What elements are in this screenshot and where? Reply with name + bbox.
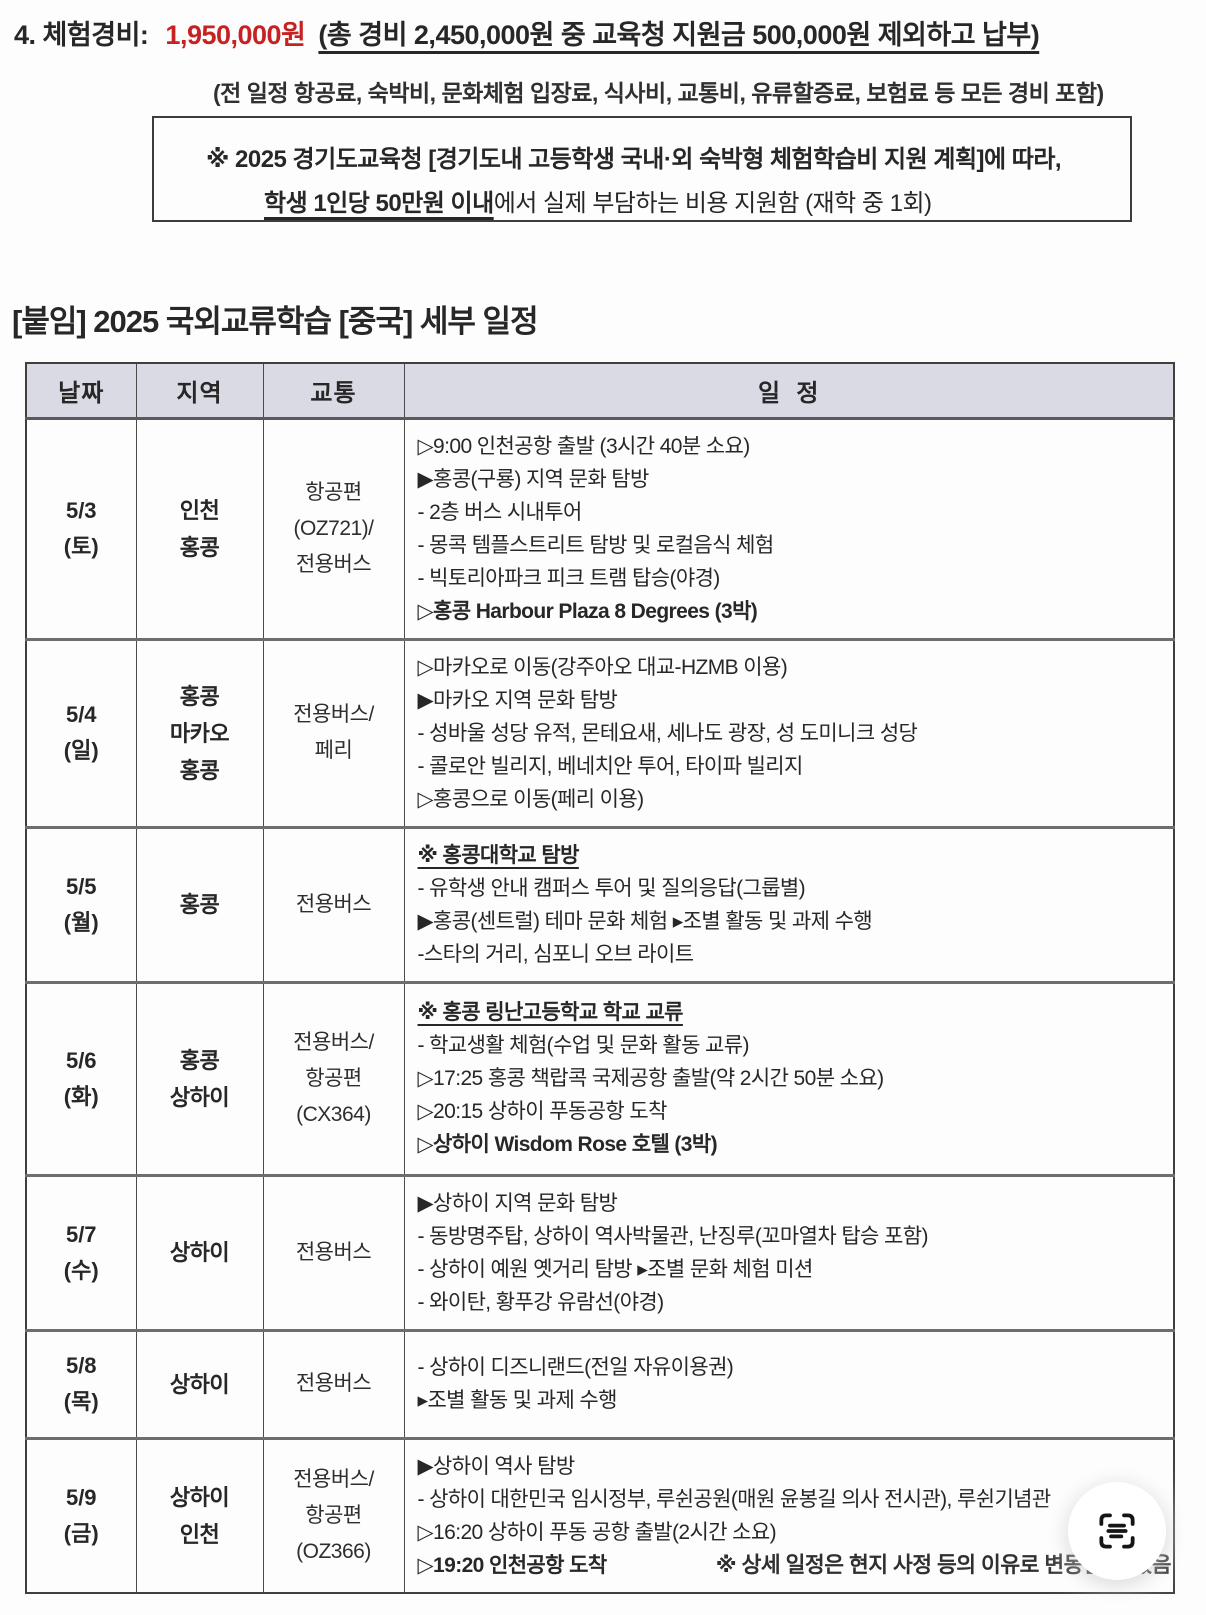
transport-cell: 전용버스 xyxy=(262,1328,405,1439)
support-line1: ※ 2025 경기도교육청 [경기도내 고등학생 국내·외 숙박형 체험학습비 … xyxy=(206,146,1062,173)
transport-cell: 항공편 (OZ721)/전용버스 xyxy=(262,416,405,640)
support-line2-underlined: 학생 1인당 50만원 이내 xyxy=(264,190,494,217)
schedule-line: ※ 홍콩대학교 탐방 xyxy=(417,843,580,867)
schedule-line: ▷홍콩 Harbour Plaza 8 Degrees (3박) xyxy=(417,599,758,623)
schedule-line: ▷마카오로 이동(강주아오 대교-HZMB 이용) xyxy=(417,655,788,679)
table-row: 5/7 (수) 상하이 전용버스 ▶상하이 지역 문화 탐방 - 동방명주탑, 상하이 역… xyxy=(25,1173,1175,1331)
schedule-cell: - 상하이 디즈니랜드(전일 자유이용권) ▸조별 활동 및 과제 수행 xyxy=(403,1328,1175,1439)
region-cell: 상하이 xyxy=(135,1328,264,1439)
footnote: ※ 상세 일정은 현지 사정 등의 이유로 변동될 수 있음 xyxy=(715,1553,1172,1577)
itinerary-table: 날짜 지역 교통 일 정 5/3 (토) 인천 홍콩 항공편 (OZ721)/전용버스 ▷9… xyxy=(25,362,1175,1594)
support-line2: 학생 1인당 50만원 이내에서 실제 부담하는 비용 지원함 (재학 중 1회… xyxy=(264,182,1116,226)
schedule-line: - 와이탄, 황푸강 유람선(야경) xyxy=(417,1290,665,1314)
region-cell: 인천 홍콩 xyxy=(135,416,264,640)
cost-included-note: (전 일정 항공료, 숙박비, 문화체험 입장료, 식사비, 교통비, 유류할증… xyxy=(213,80,1104,106)
table-row: 5/3 (토) 인천 홍콩 항공편 (OZ721)/전용버스 ▷9:00 인천공항 출발 (… xyxy=(25,416,1175,640)
schedule-line: ▶홍콩(센트럴) 테마 문화 체험 ▸조별 활동 및 과제 수행 xyxy=(417,909,873,933)
transport-cell: 전용버스 xyxy=(262,1173,405,1331)
cost-item-number: 4. xyxy=(14,20,36,50)
schedule-line: - 빅토리아파크 피크 트램 탑승(야경) xyxy=(417,566,721,590)
transport-cell: 전용버스/페리 xyxy=(262,637,405,828)
schedule-line: - 학교생활 체험(수업 및 문화 활동 교류) xyxy=(417,1034,750,1057)
schedule-line: ▶상하이 지역 문화 탐방 xyxy=(417,1191,618,1215)
schedule-line: ▷9:00 인천공항 출발 (3시간 40분 소요) xyxy=(417,434,751,458)
schedule-line: ▷상하이 Wisdom Rose 호텔 (3박) xyxy=(417,1133,718,1156)
text-scan-button[interactable] xyxy=(1068,1482,1166,1580)
schedule-line: - 유학생 안내 캠퍼스 투어 및 질의응답(그룹별) xyxy=(417,876,806,900)
schedule-line: - 2층 버스 시내투어 xyxy=(417,500,583,524)
schedule-cell: ▷9:00 인천공항 출발 (3시간 40분 소요) ▶홍콩(구룡) 지역 문화 … xyxy=(403,416,1175,640)
date-cell: 5/4 (일) xyxy=(25,637,137,828)
table-row: 5/4 (일) 홍콩 마카오 홍콩 전용버스/페리 ▷마카오로 이동(강주아오 대교-HZM… xyxy=(25,637,1175,828)
date-cell: 5/5 (월) xyxy=(25,825,137,983)
region-cell: 홍콩 xyxy=(135,825,264,983)
schedule-line: ▷홍콩으로 이동(페리 이용) xyxy=(417,787,645,811)
attachment-title: [붙임] 2025 국외교류학습 [중국] 세부 일정 xyxy=(12,304,539,339)
support-line2-rest: 에서 실제 부담하는 비용 지원함 (재학 중 1회) xyxy=(493,190,932,217)
schedule-line: ※ 홍콩 링난고등학교 학교 교류 xyxy=(417,1001,684,1024)
schedule-line: - 상하이 디즈니랜드(전일 자유이용권) xyxy=(417,1356,734,1379)
date-cell: 5/6 (화) xyxy=(25,980,137,1176)
cost-amount-detail: (총 경비 2,450,000원 중 교육청 지원금 500,000원 제외하고… xyxy=(318,20,1040,50)
schedule-cell: ▷마카오로 이동(강주아오 대교-HZMB 이용) ▶마카오 지역 문화 탐방 - … xyxy=(403,637,1175,828)
table-row: 5/5 (월) 홍콩 전용버스 ※ 홍콩대학교 탐방 - 유학생 안내 캠퍼스 투어 및 … xyxy=(25,825,1175,983)
date-cell: 5/3 (토) xyxy=(25,416,137,640)
schedule-cell: ▶상하이 지역 문화 탐방 - 동방명주탑, 상하이 역사박물관, 난징루(꼬마열… xyxy=(403,1173,1175,1331)
schedule-line: - 성바울 성당 유적, 몬테요새, 세나도 광장, 성 도미니크 성당 xyxy=(417,721,918,745)
col-header-date: 날짜 xyxy=(25,362,137,420)
date-cell: 5/8 (목) xyxy=(25,1328,137,1439)
schedule-line: ▸조별 활동 및 과제 수행 xyxy=(417,1389,618,1412)
cost-heading: 4. 체험경비: 1,950,000원 (총 경비 2,450,000원 중 교… xyxy=(14,13,1040,52)
cost-amount: 1,950,000원 xyxy=(165,20,306,50)
schedule-line: - 상하이 대한민국 임시정부, 루쉰공원(매원 윤봉길 의사 전시관), 루쉰… xyxy=(417,1487,1052,1511)
transport-cell: 전용버스/항공편 (OZ366) xyxy=(262,1436,405,1593)
date-cell: 5/9 (금) xyxy=(25,1436,137,1593)
region-cell: 홍콩 상하이 xyxy=(135,980,264,1176)
table-row: 5/6 (화) 홍콩 상하이 전용버스/항공편 (CX364) ※ 홍콩 링난고등학교 학교… xyxy=(25,980,1175,1176)
col-header-schedule: 일 정 xyxy=(403,362,1175,420)
schedule-line: ▷19:20 인천공항 도착 xyxy=(417,1553,608,1577)
support-notice-box: ※ 2025 경기도교육청 [경기도내 고등학생 국내·외 숙박형 체험학습비 … xyxy=(152,116,1132,222)
table-row: 5/8 (목) 상하이 전용버스 - 상하이 디즈니랜드(전일 자유이용권) ▸조별 활동… xyxy=(25,1328,1175,1439)
region-cell: 상하이 인천 xyxy=(135,1436,264,1593)
schedule-line: ▷17:25 홍콩 책랍콕 국제공항 출발(약 2시간 50분 소요) xyxy=(417,1067,885,1090)
itinerary-table-body: 5/3 (토) 인천 홍콩 항공편 (OZ721)/전용버스 ▷9:00 인천공항 출발 (… xyxy=(25,416,1175,1593)
table-header-row: 날짜 지역 교통 일 정 xyxy=(25,362,1175,420)
schedule-line: ▶마카오 지역 문화 탐방 xyxy=(417,688,618,712)
schedule-line: -스타의 거리, 심포니 오브 라이트 xyxy=(417,942,695,966)
transport-cell: 전용버스 xyxy=(262,825,405,983)
schedule-line: - 콜로안 빌리지, 베네치안 투어, 타이파 빌리지 xyxy=(417,754,804,778)
col-header-region: 지역 xyxy=(135,362,264,420)
schedule-line: - 동방명주탑, 상하이 역사박물관, 난징루(꼬마열차 탑승 포함) xyxy=(417,1224,929,1248)
schedule-line: - 상하이 예원 옛거리 탐방 ▸조별 문화 체험 미션 xyxy=(417,1257,814,1281)
schedule-cell: ※ 홍콩 링난고등학교 학교 교류 - 학교생활 체험(수업 및 문화 활동 교류… xyxy=(403,980,1175,1176)
text-scan-icon xyxy=(1099,1513,1135,1549)
schedule-cell: ※ 홍콩대학교 탐방 - 유학생 안내 캠퍼스 투어 및 질의응답(그룹별) ▶홍콩… xyxy=(403,825,1175,983)
schedule-line: - 몽콕 템플스트리트 탐방 및 로컬음식 체험 xyxy=(417,533,775,557)
schedule-line: ▷20:15 상하이 푸동공항 도착 xyxy=(417,1100,668,1123)
transport-cell: 전용버스/항공편 (CX364) xyxy=(262,980,405,1176)
cost-item-label: 체험경비: xyxy=(42,20,149,50)
schedule-line: ▷16:20 상하이 푸동 공항 출발(2시간 소요) xyxy=(417,1520,777,1544)
region-cell: 상하이 xyxy=(135,1173,264,1331)
region-cell: 홍콩 마카오 홍콩 xyxy=(135,637,264,828)
schedule-cell: ▶상하이 역사 탐방 - 상하이 대한민국 임시정부, 루쉰공원(매원 윤봉길 의… xyxy=(403,1436,1175,1593)
col-header-transport: 교통 xyxy=(262,362,405,420)
schedule-line: ▶상하이 역사 탐방 xyxy=(417,1454,576,1478)
date-cell: 5/7 (수) xyxy=(25,1173,137,1331)
schedule-line: ▶홍콩(구룡) 지역 문화 탐방 xyxy=(417,467,650,491)
table-row: 5/9 (금) 상하이 인천 전용버스/항공편 (OZ366) ▶상하이 역사 탐방 - 상하… xyxy=(25,1436,1175,1593)
